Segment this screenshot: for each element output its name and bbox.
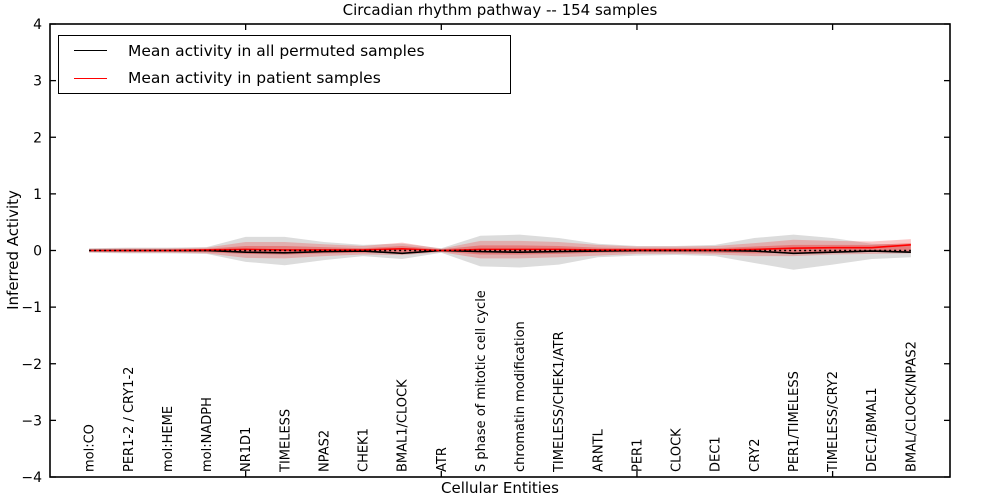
x-category-label: NPAS2 xyxy=(317,430,332,472)
y-tick-label: 0 xyxy=(33,244,42,260)
x-category-label: S phase of mitotic cell cycle xyxy=(474,290,489,472)
x-category-label: CHEK1 xyxy=(357,428,372,472)
legend-item-patient: Mean activity in patient samples xyxy=(59,65,510,91)
x-category-label: mol:NADPH xyxy=(200,397,215,472)
legend-item-permuted: Mean activity in all permuted samples xyxy=(59,38,510,64)
y-tick-label: 1 xyxy=(33,187,42,203)
plot-area-content xyxy=(89,234,911,270)
x-category-label: ATR xyxy=(435,447,450,472)
x-category-label: BMAL1/CLOCK xyxy=(396,379,411,472)
y-tick-label: 4 xyxy=(33,17,42,33)
x-category-label: PER1 xyxy=(630,439,645,472)
y-tick-label: −3 xyxy=(21,413,42,429)
y-tick-label: 3 xyxy=(33,74,42,90)
y-tick-label: −2 xyxy=(21,357,42,373)
x-category-label: TIMELESS/CHEK1/ATR xyxy=(552,331,567,473)
x-category-label: mol:CO xyxy=(83,424,98,472)
x-category-label: CLOCK xyxy=(670,428,685,472)
legend: Mean activity in all permuted samples Me… xyxy=(58,35,511,94)
legend-label-patient: Mean activity in patient samples xyxy=(128,69,381,88)
y-tick-label: −4 xyxy=(21,470,42,486)
series-line-mean-permuted xyxy=(89,249,911,255)
x-category-label: TIMELESS/CRY2 xyxy=(826,371,841,473)
x-category-label: TIMELESS xyxy=(278,409,293,473)
y-tick-label: −1 xyxy=(21,300,42,316)
x-category-label: NR1D1 xyxy=(239,427,254,472)
x-category-label: CRY2 xyxy=(748,439,763,473)
chart-title: Circadian rhythm pathway -- 154 samples xyxy=(342,1,658,19)
x-category-label: mol:HEME xyxy=(161,406,176,472)
x-category-label: PER1/TIMELESS xyxy=(787,371,802,472)
x-category-label: ARNTL xyxy=(591,428,606,472)
legend-label-permuted: Mean activity in all permuted samples xyxy=(128,41,425,60)
legend-line-swatch-permuted xyxy=(74,50,107,52)
x-category-label: DEC1/BMAL1 xyxy=(865,388,880,473)
y-tick-label: 2 xyxy=(33,130,42,146)
y-axis-label: Inferred Activity xyxy=(4,190,22,310)
series-line-mean-patient xyxy=(89,244,911,252)
x-category-label: PER1-2 / CRY1-2 xyxy=(122,367,137,472)
x-category-label: DEC1 xyxy=(709,436,724,472)
x-axis-label: Cellular Entities xyxy=(441,479,559,497)
legend-line-swatch-patient xyxy=(74,77,107,79)
x-category-label: chromatin modification xyxy=(513,321,528,472)
x-category-label: BMAL/CLOCK/NPAS2 xyxy=(904,341,919,472)
